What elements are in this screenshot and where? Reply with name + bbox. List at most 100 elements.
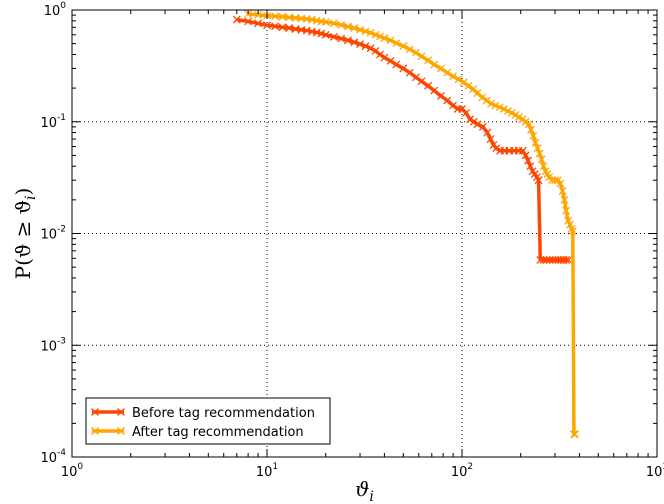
series-line-after xyxy=(247,12,576,436)
data-point-before xyxy=(337,34,346,43)
data-point-after xyxy=(478,93,487,102)
data-point-after xyxy=(386,36,395,45)
data-point-before xyxy=(492,144,501,153)
y-axis-title-tail: ) xyxy=(11,188,35,196)
data-point-before xyxy=(430,86,439,95)
legend-label-before: Before tag recommendation xyxy=(132,406,315,421)
data-point-after xyxy=(569,430,578,439)
x-tick-exponent: 2 xyxy=(467,462,473,472)
legend-box xyxy=(85,397,331,445)
data-point-after xyxy=(495,103,504,112)
data-point-after xyxy=(482,96,491,105)
legend-item-before: Before tag recommendation xyxy=(91,406,315,421)
y-tick-exponent: -2 xyxy=(57,225,66,235)
data-point-before xyxy=(321,30,330,39)
data-point-before xyxy=(356,40,364,49)
y-tick-exponent: 0 xyxy=(60,1,66,11)
data-point-before xyxy=(405,68,414,77)
data-point-after xyxy=(511,111,520,119)
data-point-before xyxy=(478,122,487,131)
data-point-before xyxy=(486,135,495,144)
data-point-before xyxy=(518,146,527,155)
data-point-before xyxy=(542,255,551,264)
data-point-after xyxy=(558,187,567,195)
data-point-after xyxy=(380,34,389,43)
x-tick-base: 10 xyxy=(451,465,468,480)
data-point-after xyxy=(527,125,536,134)
data-point-after xyxy=(539,162,548,171)
data-point-after xyxy=(443,68,452,77)
data-point-after xyxy=(405,45,414,54)
x-axis-title-main: ϑ xyxy=(355,477,369,501)
data-point-after xyxy=(535,149,544,158)
data-point-after xyxy=(376,32,385,41)
series-before xyxy=(232,15,573,264)
data-point-after xyxy=(551,176,559,185)
data-point-before xyxy=(548,255,557,264)
data-point-before xyxy=(466,115,475,124)
data-point-before xyxy=(350,38,359,47)
data-point-after xyxy=(254,10,263,19)
data-point-before xyxy=(361,42,370,51)
data-point-before xyxy=(271,22,280,31)
data-point-before xyxy=(312,28,321,37)
data-point-after xyxy=(449,72,458,81)
data-point-after xyxy=(533,144,542,153)
axis-ticks xyxy=(71,10,657,458)
x-tick-label: 101 xyxy=(256,462,278,480)
x-tick-base: 10 xyxy=(646,465,663,480)
data-point-after xyxy=(430,60,439,69)
data-point-before xyxy=(254,19,263,28)
y-tick-exponent: -4 xyxy=(57,448,66,458)
data-point-before xyxy=(483,128,492,137)
y-tick-label: 100 xyxy=(44,1,67,19)
data-point-after xyxy=(537,155,546,164)
series-after xyxy=(244,10,580,439)
data-point-after xyxy=(371,30,380,39)
y-tick-label: 10-3 xyxy=(40,336,66,354)
data-point-after xyxy=(515,113,523,122)
data-point-after xyxy=(562,206,571,215)
data-point-after xyxy=(285,13,294,22)
data-point-after xyxy=(524,120,533,129)
data-point-after xyxy=(337,20,346,29)
data-point-after xyxy=(503,106,512,115)
data-point-before xyxy=(380,53,389,62)
data-point-before xyxy=(526,162,535,171)
data-point-before xyxy=(399,64,408,73)
data-point-after xyxy=(564,216,573,225)
x-tick-label: 103 xyxy=(646,462,664,480)
data-point-after xyxy=(567,224,576,233)
data-point-before xyxy=(449,101,458,110)
data-point-before xyxy=(417,77,426,86)
data-point-before xyxy=(411,73,420,82)
data-point-after xyxy=(321,18,330,27)
x-tick-base: 10 xyxy=(256,465,273,480)
data-point-before xyxy=(473,120,482,129)
data-point-after xyxy=(464,81,473,90)
data-point-after xyxy=(566,220,574,229)
data-point-after xyxy=(459,78,468,87)
y-tick-exponent: -1 xyxy=(57,113,66,123)
data-point-before xyxy=(232,15,241,24)
data-point-before xyxy=(371,47,380,55)
data-point-after xyxy=(271,12,280,21)
data-point-before xyxy=(376,50,385,59)
data-point-after xyxy=(491,101,500,110)
data-point-before xyxy=(562,255,571,264)
y-tick-base: 10 xyxy=(44,4,61,19)
legend-label-after: After tag recommendation xyxy=(132,425,304,440)
data-point-after xyxy=(499,105,508,113)
data-point-after xyxy=(571,430,580,439)
data-point-after xyxy=(244,10,253,19)
data-point-before xyxy=(424,81,433,90)
data-point-after xyxy=(529,131,538,140)
data-point-before xyxy=(539,255,548,264)
data-point-after xyxy=(343,22,352,31)
data-point-after xyxy=(548,176,557,185)
y-tick-label: 10-2 xyxy=(40,225,66,243)
legend-item-after: After tag recommendation xyxy=(91,425,304,440)
data-point-before xyxy=(278,23,287,32)
